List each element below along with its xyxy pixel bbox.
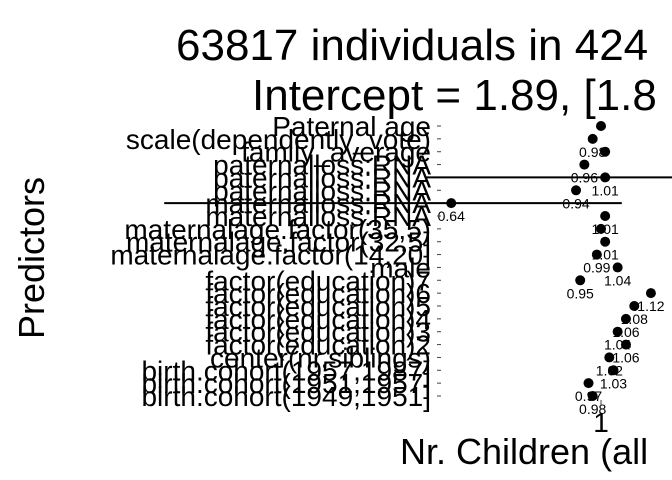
estimate-point <box>600 211 611 221</box>
forest-row: factor(education)5 1.08 <box>205 291 648 327</box>
predictor-label: center(nr.siblings) <box>210 342 431 373</box>
predictor-label: paternalloss:RNA <box>213 150 431 181</box>
predictor-label: family_average <box>241 137 431 168</box>
forest-row: factor(education)2 1.06 <box>205 330 639 366</box>
estimate-point <box>446 198 457 209</box>
predictor-label: birth.cohort(1951,1957] <box>141 368 431 399</box>
predictor-label: factor(education)5 <box>205 291 431 322</box>
estimate-point <box>620 313 631 324</box>
estimate-label: 1.04 <box>604 272 631 288</box>
estimate-point <box>600 172 611 183</box>
estimate-point <box>612 262 623 273</box>
estimate-point <box>645 288 656 299</box>
estimate-point <box>608 365 619 376</box>
predictor-label: Paternal age <box>272 111 431 142</box>
forest-row: paternalloss:RNA 1.01 <box>213 162 672 198</box>
predictor-label: male <box>370 252 431 283</box>
estimate-point <box>579 159 590 170</box>
estimate-label: 0.98 <box>579 144 606 160</box>
predictor-label: factor(education)2 <box>205 330 431 361</box>
estimate-label: 1.12 <box>637 298 664 314</box>
estimate-point <box>587 133 598 144</box>
predictor-label: paternalloss:RNA <box>213 162 431 193</box>
estimate-point <box>629 301 640 311</box>
predictor-label: factor(education)7 <box>205 265 431 296</box>
x-axis: 1 <box>593 400 609 438</box>
estimate-label: 0.64 <box>438 208 465 224</box>
chart-title-line-2: Intercept = 1.89, [1.8 <box>252 71 657 120</box>
estimate-point <box>575 275 586 286</box>
predictor-label: factor(education)6 <box>205 278 431 309</box>
estimate-label: 0.99 <box>583 260 610 276</box>
estimate-point <box>612 326 623 337</box>
predictor-label: scale(dependently_vote) <box>126 124 431 155</box>
estimate-point <box>591 249 602 260</box>
forest-row: factor(education)7 0.95 <box>205 265 594 301</box>
predictor-label: factor(education)4 <box>205 304 431 335</box>
estimate-point <box>571 185 582 196</box>
estimate-label: 1.06 <box>612 350 639 366</box>
estimate-label: 1.01 <box>592 182 619 198</box>
predictor-label: birth.cohort(1957,1987] <box>141 355 431 386</box>
predictor-label: paternalloss:RNA <box>213 175 431 206</box>
predictor-label: maternalage.factor(35,5) <box>124 214 431 245</box>
estimate-point <box>583 378 594 389</box>
predictor-label: birth.cohort(1949,1951] <box>141 381 431 412</box>
x-tick-label: 1 <box>593 407 609 438</box>
estimate-point <box>596 223 606 234</box>
predictor-label: factor(education)3 <box>205 317 431 348</box>
forest-row: maternalloss:RNA 0.64 <box>164 188 622 224</box>
forest-row: paternalloss:RNA 0.94 <box>213 175 590 211</box>
estimate-point <box>587 391 598 401</box>
forest-row: Paternal age <box>272 111 606 142</box>
estimate-point <box>604 352 615 363</box>
forest-row: scale(dependently_vote) 0.98 <box>126 124 607 160</box>
predictor-label: maternalloss:RNA <box>205 201 431 232</box>
forest-row: birth.cohort(1957,1987] 1.03 <box>141 355 627 391</box>
estimate-label: 0.98 <box>579 401 606 417</box>
estimate-point <box>600 236 611 247</box>
estimate-point <box>596 121 606 131</box>
predictor-label: maternalage.factor(14,20] <box>110 240 431 271</box>
estimate-label: 0.95 <box>567 285 594 301</box>
chart-title-line-1: 63817 individuals in 424 <box>176 21 648 70</box>
forest-row: male 1.04 <box>370 252 631 288</box>
y-axis-title: Predictors <box>11 177 52 339</box>
estimate-label: 1.03 <box>600 375 627 391</box>
estimate-point <box>600 146 611 157</box>
forest-row: maternalage.factor(14,20] 0.99 <box>110 240 610 276</box>
forest-row: family_average <box>241 137 611 168</box>
forest-row: birth.cohort(1951,1957]0.97 <box>141 368 602 404</box>
predictor-label: maternalage.factor(32,5] <box>126 227 431 258</box>
forest-row: birth.cohort(1949,1951] 0.98 <box>141 381 606 417</box>
x-axis-title: Nr. Children (all <box>400 431 648 472</box>
forest-row: paternalloss:RNA 0.96 <box>213 150 598 186</box>
forest-row: factor(education)6 1.12 <box>205 278 664 314</box>
forest-row: maternalage.factor(35,5) <box>124 214 606 245</box>
forest-row: center(nr.siblings)1.02 <box>210 342 623 378</box>
estimate-point <box>620 339 631 350</box>
